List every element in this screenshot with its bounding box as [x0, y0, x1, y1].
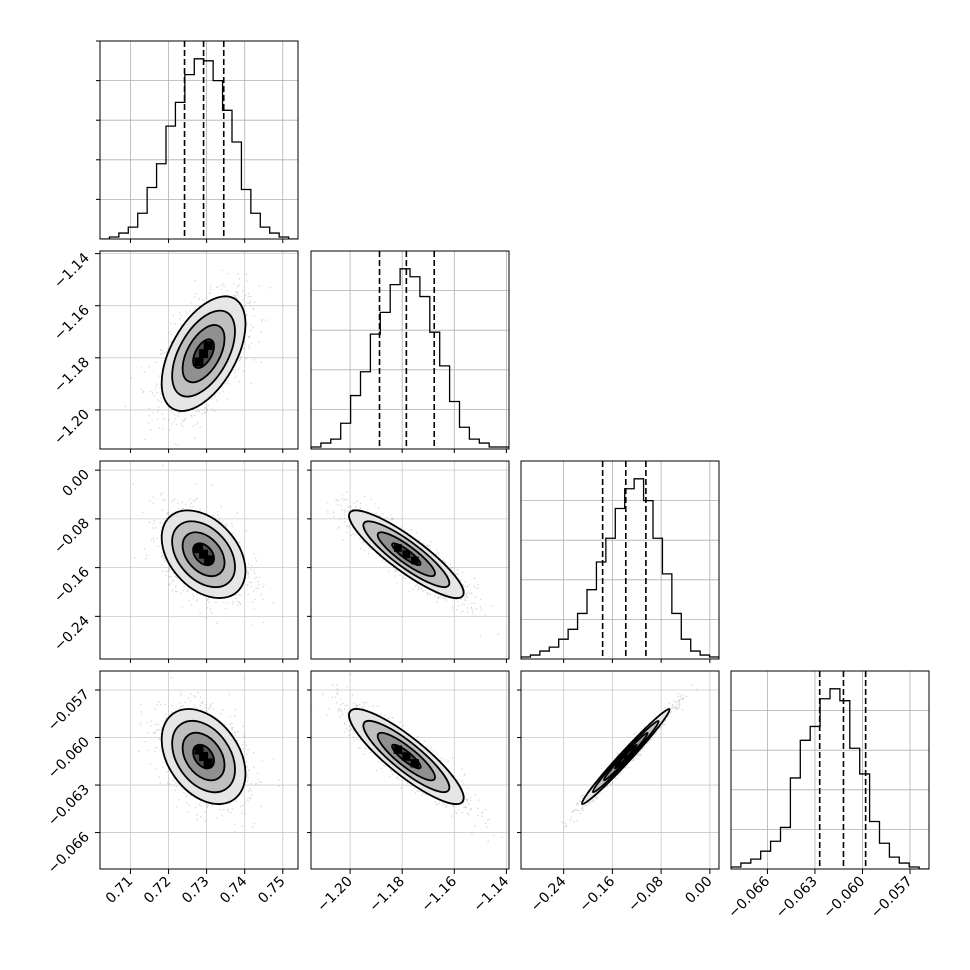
x-tick-label: −1.20 — [314, 874, 356, 916]
contour-line — [181, 731, 226, 782]
x-tick-label: −1.16 — [418, 873, 460, 915]
density-core — [204, 555, 214, 565]
scatter-panel-3-1 — [310, 670, 510, 870]
contour-line — [348, 708, 465, 805]
x-tick-label: 0.74 — [217, 873, 250, 906]
y-tick-label: −0.08 — [51, 515, 93, 557]
scatter-panel-3-0 — [99, 670, 299, 870]
density-core — [199, 752, 209, 762]
density-core — [623, 754, 628, 759]
contour-line — [391, 743, 422, 770]
scatter-panel-1-0 — [99, 250, 299, 450]
hist-panel-3 — [730, 670, 930, 870]
density-core — [194, 745, 204, 755]
x-tick-label: −0.057 — [868, 874, 916, 922]
x-tick-label: −0.16 — [577, 873, 619, 915]
contour-line — [181, 531, 226, 578]
y-tick-label: −0.24 — [51, 613, 93, 655]
hist-panel-2 — [520, 460, 720, 660]
density-core — [199, 549, 209, 559]
density-core — [199, 349, 209, 359]
density-core — [203, 758, 213, 768]
contour-line — [391, 542, 422, 567]
contour-line — [171, 520, 236, 589]
contour-line — [160, 509, 247, 599]
y-tick-label: −0.063 — [45, 782, 93, 830]
histogram-step — [311, 268, 509, 449]
panel-frame — [730, 670, 930, 870]
y-tick-label: −1.16 — [51, 302, 93, 344]
hist-panel-0 — [96, 40, 299, 240]
density-core — [393, 745, 403, 754]
contour-line — [348, 509, 465, 599]
contour-line — [171, 719, 236, 794]
contour-line — [181, 324, 226, 384]
contour-line — [376, 731, 436, 782]
contour-line — [192, 338, 215, 369]
contour-line — [160, 708, 247, 805]
scatter-panel-2-1 — [310, 460, 510, 660]
panel-frame — [520, 670, 720, 870]
scatter-panel-2-0 — [99, 460, 299, 660]
panel-frame — [310, 250, 510, 450]
contour-line — [362, 719, 451, 794]
density-core — [630, 747, 635, 752]
x-tick-label: 0.71 — [103, 874, 136, 907]
y-tick-label: −0.066 — [45, 829, 93, 877]
x-tick-label: 0.75 — [255, 874, 288, 907]
histogram-step — [521, 478, 719, 659]
x-tick-label: −1.18 — [366, 874, 408, 916]
y-tick-label: −1.20 — [51, 406, 93, 448]
contour-line — [581, 708, 671, 805]
panel-frame — [99, 670, 299, 870]
panel-frame — [310, 670, 510, 870]
scatter-panel-3-2 — [520, 670, 720, 870]
contour-line — [192, 542, 215, 567]
density-core — [194, 544, 204, 554]
contour-line — [171, 309, 236, 398]
density-core — [394, 544, 402, 552]
x-tick-label: −1.14 — [471, 873, 513, 915]
x-tick-label: 0.00 — [682, 874, 715, 907]
density-core — [203, 340, 213, 350]
panel-frame — [520, 460, 720, 660]
hist-panel-1 — [310, 250, 510, 450]
y-tick-label: 0.00 — [59, 467, 92, 500]
contour-line — [591, 719, 660, 794]
contour-line — [160, 295, 247, 412]
histogram-step — [731, 688, 929, 869]
x-tick-label: −0.060 — [820, 874, 868, 922]
density-core — [617, 761, 622, 766]
contour-line — [602, 731, 649, 782]
x-tick-label: −0.066 — [725, 873, 773, 921]
x-tick-label: −0.063 — [773, 874, 821, 922]
panel-frame — [310, 460, 510, 660]
contour-line — [192, 743, 215, 770]
x-tick-label: −0.08 — [625, 874, 667, 916]
panel-frame — [99, 460, 299, 660]
y-tick-label: −1.18 — [51, 354, 93, 396]
histogram-step — [100, 58, 298, 239]
y-tick-label: −0.057 — [45, 687, 93, 735]
x-tick-label: 0.73 — [179, 874, 212, 907]
x-tick-label: 0.72 — [141, 874, 174, 907]
panel-frame — [99, 250, 299, 450]
density-core — [402, 550, 411, 559]
y-tick-label: −0.060 — [45, 734, 93, 782]
panel-frame — [99, 40, 299, 240]
contour-line — [362, 520, 451, 589]
contour-line — [613, 743, 638, 770]
contour-line — [376, 531, 436, 578]
y-tick-label: −0.16 — [51, 564, 93, 606]
x-tick-label: −0.24 — [528, 873, 570, 915]
density-core — [402, 752, 411, 761]
scatter-points — [124, 269, 271, 446]
y-tick-label: −1.14 — [51, 250, 93, 292]
density-core — [194, 357, 204, 367]
density-core — [410, 556, 419, 565]
density-core — [410, 759, 419, 768]
